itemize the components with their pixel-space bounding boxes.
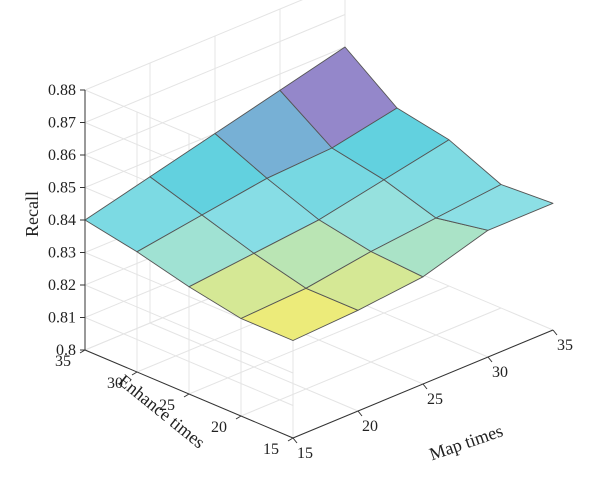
x-tick-mark (422, 383, 428, 390)
y-tick-mark (183, 393, 190, 398)
x-tick-mark (357, 410, 363, 417)
z-tick-label: 0.86 (48, 147, 76, 164)
z-tick-label: 0.85 (48, 180, 76, 197)
grid-line (188, 285, 450, 395)
z-tick-label: 0.83 (48, 245, 76, 262)
y-tick-mark (79, 349, 86, 354)
x-axis-title: Map times (427, 420, 506, 464)
x-tick-label: 20 (362, 418, 378, 435)
y-tick-label: 20 (211, 419, 227, 436)
x-tick-mark (292, 437, 298, 444)
y-tick-mark (131, 371, 138, 376)
y-tick-label: 35 (55, 353, 71, 370)
z-tick-label: 0.81 (48, 310, 76, 327)
x-tick-label: 35 (557, 337, 573, 354)
z-tick-label: 0.84 (48, 212, 76, 229)
y-tick-mark (287, 437, 294, 442)
x-tick-label: 25 (427, 391, 443, 408)
x-tick-label: 30 (492, 364, 508, 381)
grid-line (240, 307, 502, 417)
y-tick-mark (235, 415, 242, 420)
surface-facet (435, 184, 554, 231)
z-axis-title: Recall (22, 191, 42, 237)
y-tick-label: 15 (263, 441, 279, 458)
z-tick-label: 0.8 (56, 342, 76, 359)
tick-labels: 0.8 0.81 0.82 0.83 0.84 0.85 0.86 0.87 0.88 15 20 2… (48, 82, 573, 462)
y-tick-label: 25 (159, 397, 175, 414)
x-tick-mark (487, 356, 493, 363)
z-tick-label: 0.88 (48, 82, 76, 99)
surface (84, 46, 554, 341)
x-tick-mark (552, 329, 558, 336)
x-tick-label: 15 (297, 445, 313, 462)
z-tick-label: 0.82 (48, 277, 76, 294)
z-tick-label: 0.87 (48, 115, 76, 132)
y-tick-label: 30 (107, 375, 123, 392)
